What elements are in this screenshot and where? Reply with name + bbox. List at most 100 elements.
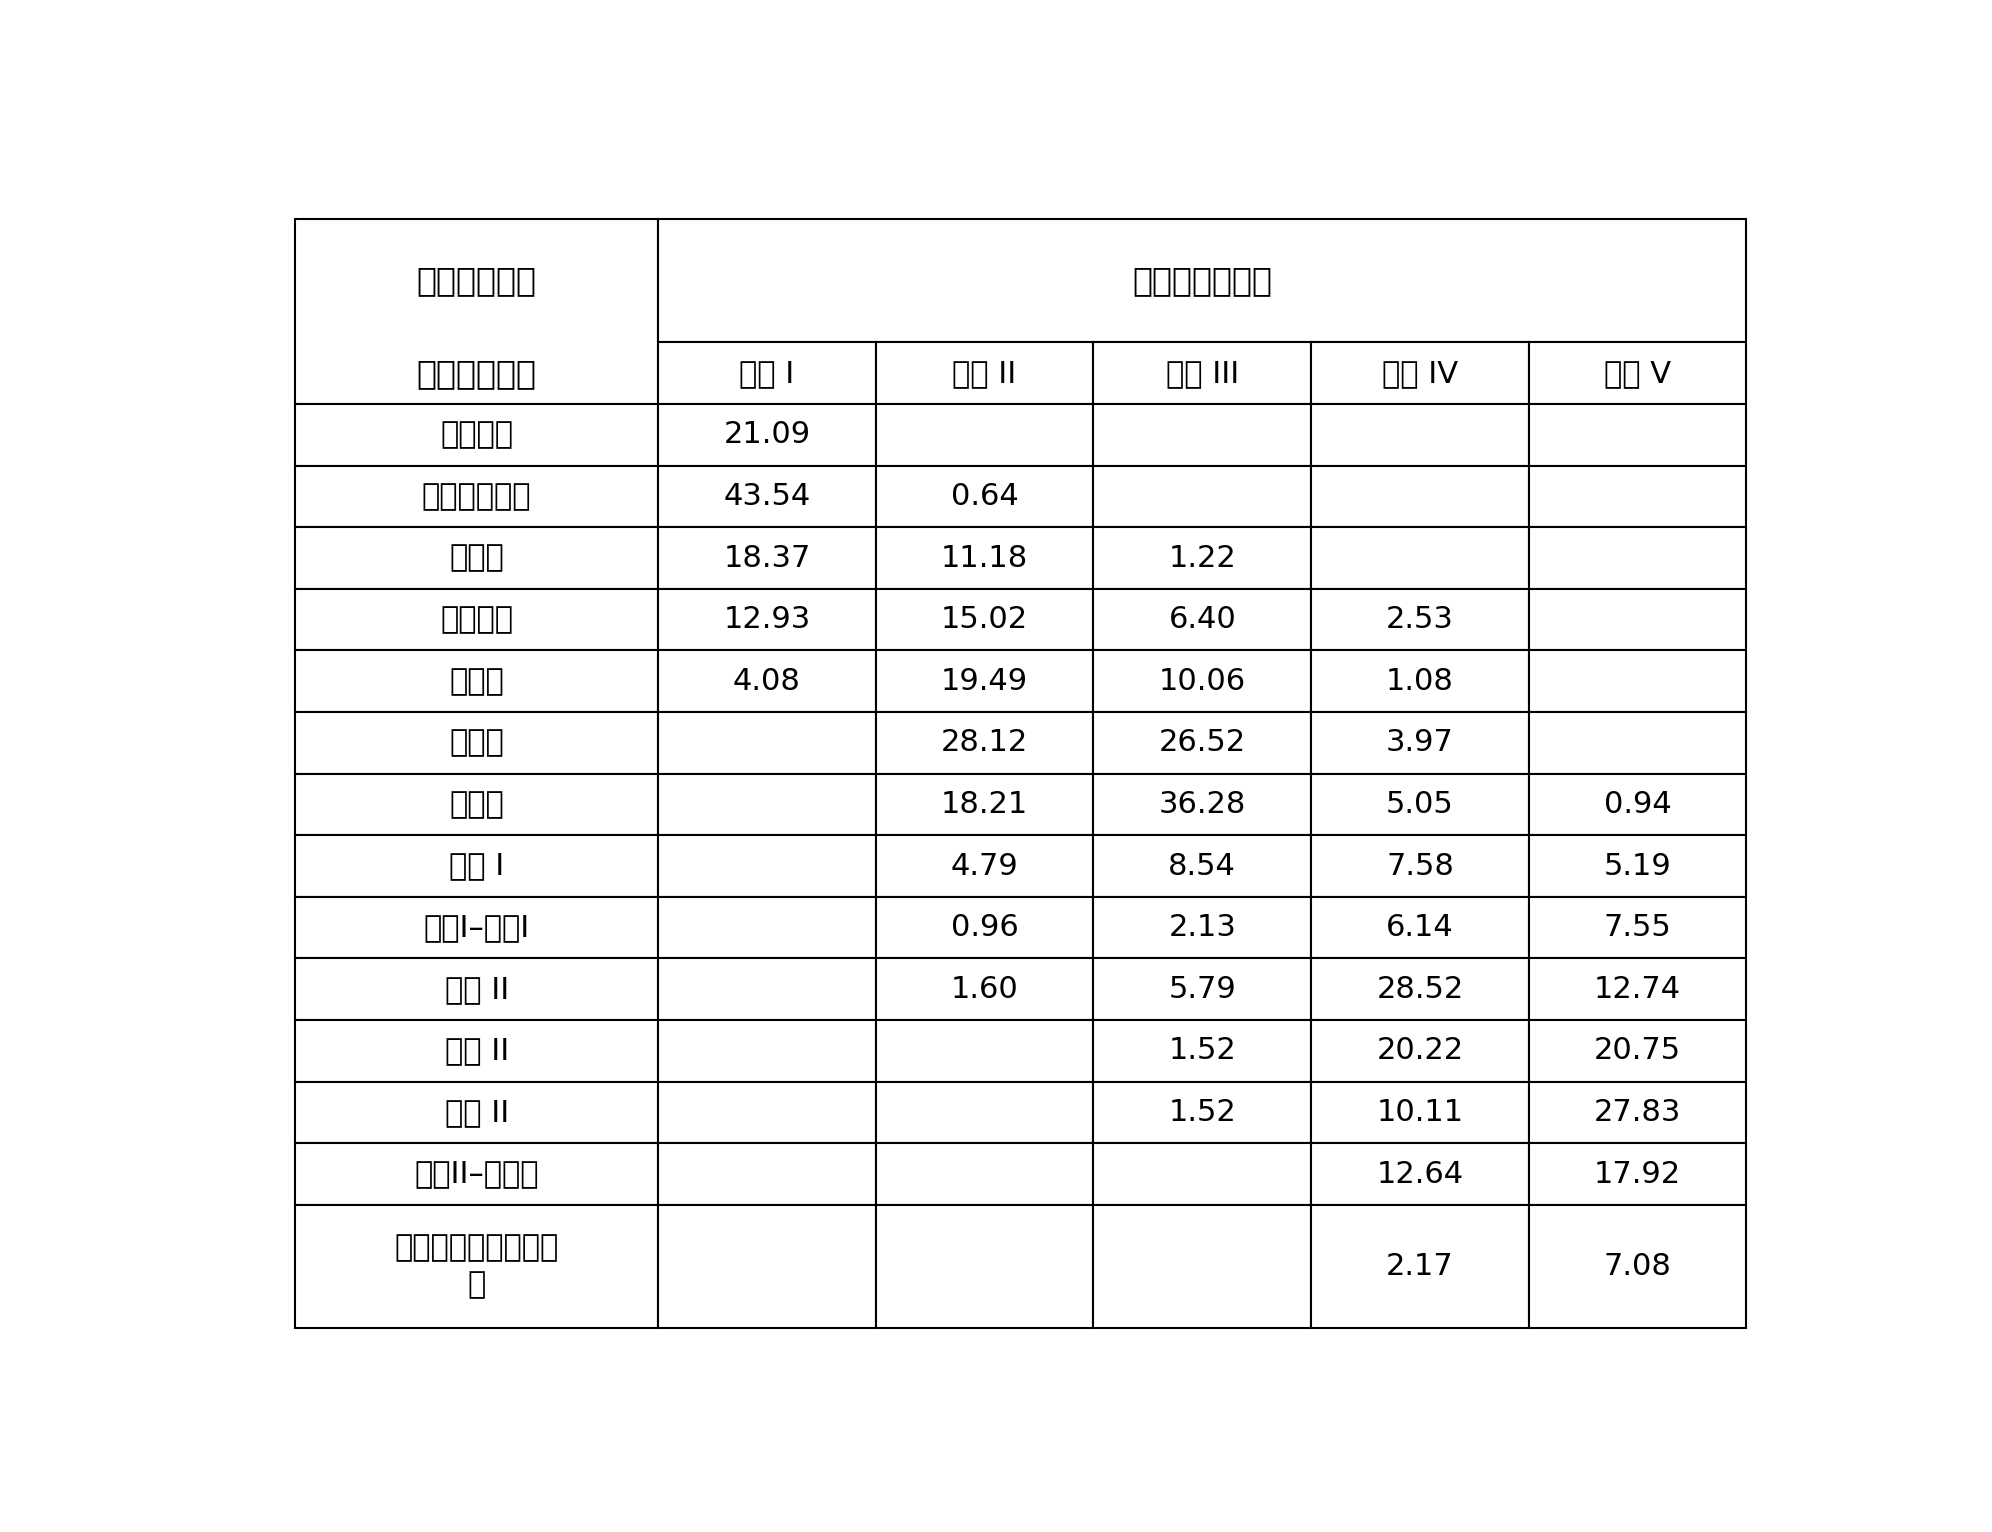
Text: 0.94: 0.94 — [1604, 791, 1671, 820]
Bar — [1528, 588, 1747, 651]
Text: 17.92: 17.92 — [1594, 1160, 1681, 1189]
Bar — [657, 835, 876, 896]
Bar — [657, 343, 876, 404]
Bar — [876, 404, 1094, 466]
Bar — [876, 651, 1094, 712]
Bar — [1528, 343, 1747, 404]
Bar — [295, 1020, 657, 1082]
Text: 12.93: 12.93 — [723, 605, 811, 634]
Bar — [1528, 651, 1747, 712]
Text: 末期II–四分体: 末期II–四分体 — [414, 1160, 540, 1189]
Text: 1.22: 1.22 — [1169, 544, 1237, 573]
Bar — [657, 1143, 876, 1204]
Bar — [876, 896, 1094, 959]
Text: 4.08: 4.08 — [733, 666, 801, 696]
Bar — [876, 588, 1094, 651]
Bar — [657, 1020, 876, 1082]
Bar — [295, 959, 657, 1020]
Bar — [1311, 651, 1528, 712]
Text: 状态 IV: 状态 IV — [1382, 358, 1458, 388]
Bar — [1094, 527, 1311, 588]
Text: 26.52: 26.52 — [1159, 728, 1245, 757]
Text: 1.52: 1.52 — [1169, 1098, 1237, 1128]
Bar — [1094, 774, 1311, 835]
Bar — [1311, 466, 1528, 527]
Text: 减数分裂时期: 减数分裂时期 — [416, 357, 536, 389]
Text: 27.83: 27.83 — [1594, 1098, 1681, 1128]
Bar — [876, 1020, 1094, 1082]
Bar — [1094, 588, 1311, 651]
Bar — [295, 712, 657, 774]
Text: 10.06: 10.06 — [1159, 666, 1245, 696]
Bar — [876, 959, 1094, 1020]
Bar — [1528, 1082, 1747, 1143]
Text: 状态 I: 状态 I — [739, 358, 795, 388]
Bar — [657, 774, 876, 835]
Bar — [295, 896, 657, 959]
Bar — [657, 1082, 876, 1143]
Bar — [295, 835, 657, 896]
Text: 粗线期: 粗线期 — [450, 666, 504, 696]
Bar — [1094, 1204, 1311, 1328]
Text: 18.37: 18.37 — [723, 544, 811, 573]
Bar — [1094, 343, 1311, 404]
Bar — [1311, 588, 1528, 651]
Text: 后期I–末期I: 后期I–末期I — [424, 913, 530, 942]
Text: 雌花芽发育状态: 雌花芽发育状态 — [1131, 265, 1273, 297]
Text: 20.75: 20.75 — [1594, 1036, 1681, 1065]
Text: 21.09: 21.09 — [723, 420, 811, 449]
Text: 细线期: 细线期 — [450, 544, 504, 573]
Bar — [1094, 1020, 1311, 1082]
Bar — [295, 1204, 657, 1328]
Bar — [657, 404, 876, 466]
Bar — [1528, 527, 1747, 588]
Bar — [295, 404, 657, 466]
Text: 7.55: 7.55 — [1604, 913, 1671, 942]
Text: 状态 II: 状态 II — [952, 358, 1016, 388]
Bar — [1311, 712, 1528, 774]
Bar — [1528, 896, 1747, 959]
Bar — [657, 588, 876, 651]
Bar — [876, 343, 1094, 404]
Text: 中期 I: 中期 I — [448, 852, 504, 881]
Bar — [657, 651, 876, 712]
Text: 囊: 囊 — [468, 1270, 486, 1299]
Bar — [295, 527, 657, 588]
Bar — [1311, 1082, 1528, 1143]
Bar — [1311, 896, 1528, 959]
Bar — [1094, 1082, 1311, 1143]
Bar — [657, 1204, 876, 1328]
Text: 终变期: 终变期 — [450, 791, 504, 820]
Text: 2.53: 2.53 — [1386, 605, 1454, 634]
Bar — [295, 466, 657, 527]
Text: 12.74: 12.74 — [1594, 974, 1681, 1003]
Text: 18.21: 18.21 — [940, 791, 1028, 820]
Text: 4.79: 4.79 — [950, 852, 1018, 881]
Text: 3.97: 3.97 — [1386, 728, 1454, 757]
Bar — [295, 1082, 657, 1143]
Bar — [1528, 959, 1747, 1020]
Text: 0.96: 0.96 — [950, 913, 1018, 942]
Text: 12.64: 12.64 — [1376, 1160, 1464, 1189]
Text: 7.58: 7.58 — [1386, 852, 1454, 881]
Text: 细线末期: 细线末期 — [440, 605, 514, 634]
Text: 5.19: 5.19 — [1604, 852, 1671, 881]
Text: 1.52: 1.52 — [1169, 1036, 1237, 1065]
Bar — [1311, 1204, 1528, 1328]
Text: 5.79: 5.79 — [1169, 974, 1237, 1003]
Bar — [295, 774, 657, 835]
Text: 后期 II: 后期 II — [444, 1098, 508, 1128]
Text: 0.64: 0.64 — [950, 483, 1018, 512]
Bar — [1311, 835, 1528, 896]
Bar — [295, 588, 657, 651]
Bar — [1528, 835, 1747, 896]
Text: 前期 II: 前期 II — [444, 974, 508, 1003]
Text: 28.12: 28.12 — [940, 728, 1028, 757]
Bar — [1528, 1204, 1747, 1328]
Bar — [1311, 959, 1528, 1020]
Bar — [1528, 466, 1747, 527]
Bar — [1528, 404, 1747, 466]
Text: 15.02: 15.02 — [940, 605, 1028, 634]
Text: 11.18: 11.18 — [940, 544, 1028, 573]
Text: 1.08: 1.08 — [1386, 666, 1454, 696]
